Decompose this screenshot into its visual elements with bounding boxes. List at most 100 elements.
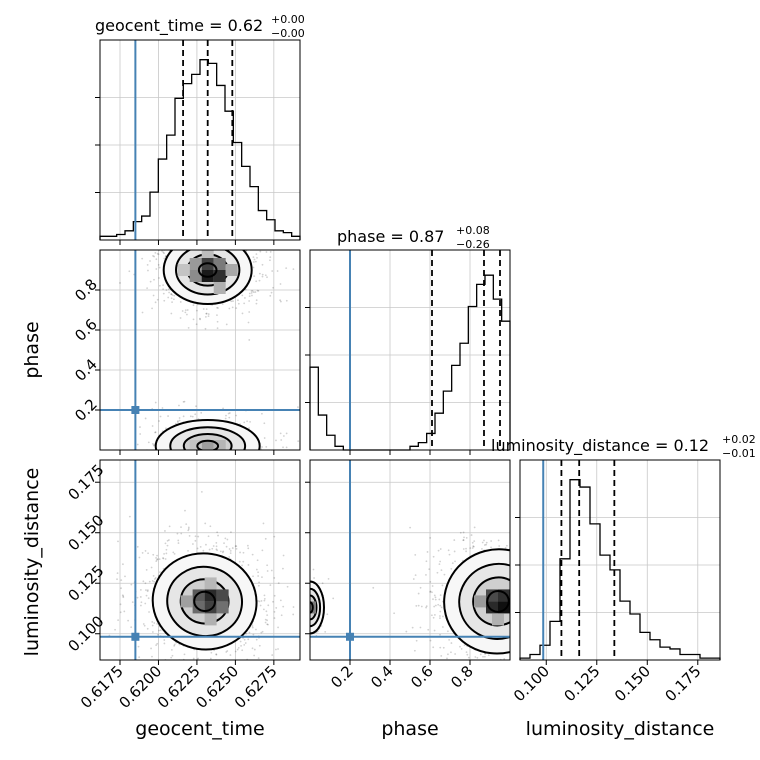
sample-point (511, 653, 513, 655)
sample-point (292, 606, 295, 608)
sample-point (189, 415, 192, 418)
sample-point (206, 451, 208, 453)
sample-point (479, 653, 482, 656)
sample-point (237, 665, 239, 667)
sample-point (215, 545, 218, 548)
sample-point (124, 575, 126, 578)
sample-point (139, 588, 142, 591)
sample-point (450, 651, 452, 654)
sample-point (167, 415, 169, 417)
sample-point (304, 576, 306, 578)
sample-point (229, 549, 232, 552)
density-cell (213, 440, 226, 450)
sample-point (266, 570, 269, 572)
title-geocent-time: geocent_time = 0.62 (95, 16, 263, 36)
sample-point (304, 620, 306, 622)
sample-point (243, 638, 246, 641)
sample-point (426, 551, 429, 553)
sample-point (162, 557, 165, 560)
sample-point (251, 289, 254, 292)
sample-point (178, 417, 181, 419)
sample-point (213, 246, 215, 248)
sample-point (220, 456, 222, 458)
sample-point (303, 591, 305, 593)
sample-point (253, 258, 256, 261)
sample-point (282, 554, 285, 557)
sample-point (439, 633, 441, 636)
sample-point (393, 612, 396, 615)
sample-point (277, 626, 279, 629)
sample-point (251, 626, 254, 629)
sample-point (225, 651, 228, 653)
sample-point (516, 636, 518, 638)
sample-point (209, 657, 212, 660)
y-tick-label-phase: 0.2 (71, 395, 101, 425)
sample-point (177, 539, 180, 542)
sample-point (202, 457, 204, 459)
sample-point (192, 543, 194, 545)
sample-point (301, 597, 303, 599)
density-phase-vs-geocent-time-top (119, 241, 295, 341)
sample-point (235, 545, 238, 548)
sample-point (161, 407, 164, 409)
sample-point (183, 241, 185, 243)
sample-point (202, 663, 204, 665)
sample-point (216, 314, 218, 316)
sample-point (170, 312, 173, 315)
sample-point (513, 595, 515, 597)
sample-point (194, 245, 196, 247)
sample-point (433, 614, 436, 616)
sample-point (219, 666, 221, 668)
x-tick-label-luminosity_distance: 0.125 (560, 662, 603, 705)
panel-border-2-1 (309, 459, 511, 661)
sample-point (469, 547, 472, 549)
sample-point (141, 552, 144, 554)
y-tick-label-phase: 0.4 (71, 355, 101, 385)
sample-point (176, 421, 179, 423)
sample-point (439, 615, 441, 617)
sample-point (172, 456, 174, 458)
sample-point (153, 255, 156, 258)
sample-point (146, 263, 149, 266)
sample-point (271, 654, 274, 656)
sample-point (440, 606, 443, 609)
sample-point (409, 526, 412, 529)
sample-point (237, 302, 240, 305)
sample-point (285, 299, 288, 302)
sample-point (234, 245, 236, 247)
sample-point (518, 559, 520, 561)
sample-point (517, 634, 519, 636)
sample-point (257, 584, 260, 587)
grid-0-0 (100, 40, 300, 240)
sample-point (261, 457, 263, 459)
sample-point (430, 614, 433, 617)
sample-point (153, 278, 155, 281)
sample-point (301, 606, 303, 608)
sample-point (143, 624, 146, 627)
sample-point (304, 585, 306, 587)
sample-point (236, 451, 238, 453)
sample-point (511, 615, 513, 617)
sample-point (122, 563, 124, 566)
sample-point (431, 591, 433, 594)
sample-point (215, 653, 218, 656)
sample-point (119, 282, 121, 284)
sample-point (155, 258, 158, 261)
sample-point (196, 457, 198, 459)
sample-point (262, 450, 264, 452)
sample-point (148, 455, 150, 457)
sample-point (247, 547, 250, 550)
sample-point (425, 560, 428, 563)
sample-point (167, 451, 169, 453)
sample-point (428, 568, 431, 571)
sample-point (463, 536, 465, 539)
sample-point (305, 575, 307, 577)
density-cell (498, 589, 510, 602)
sample-point (191, 415, 194, 418)
sample-point (269, 256, 272, 259)
sample-point (276, 270, 279, 272)
sample-point (175, 456, 177, 458)
sample-point (162, 288, 165, 291)
sample-point (173, 643, 176, 646)
